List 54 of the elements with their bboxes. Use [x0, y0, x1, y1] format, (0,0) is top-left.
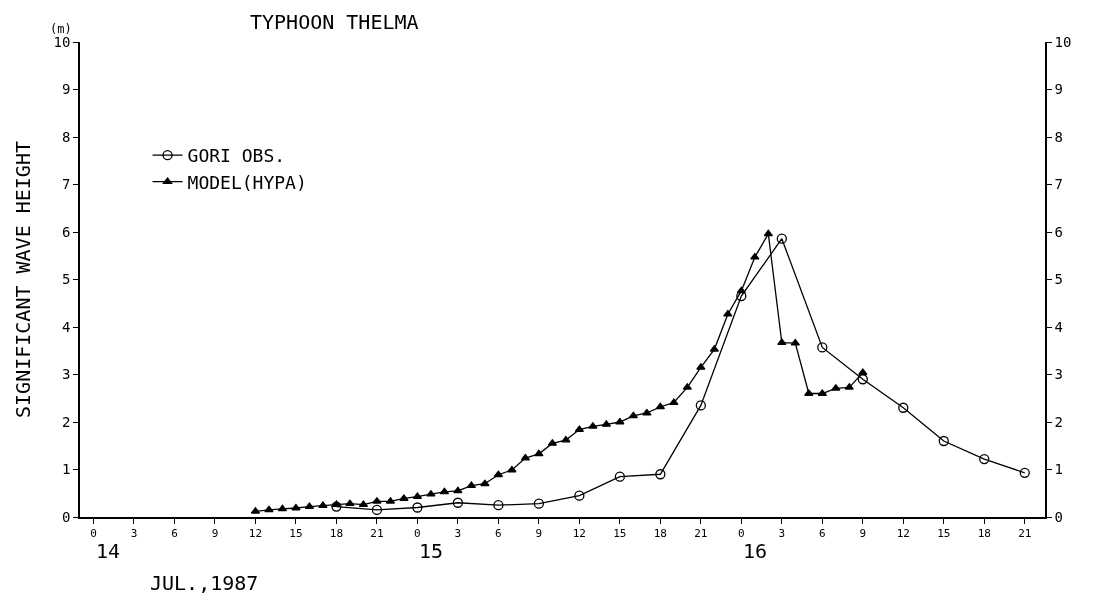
- x-tick-label: 3: [778, 526, 786, 540]
- y2-tick-label: 10: [1054, 33, 1072, 50]
- x-tick-label: 0: [414, 526, 421, 540]
- x-tick-label: 6: [171, 526, 178, 540]
- y-tick-label: 6: [62, 223, 71, 240]
- y2-tick-label: 5: [1054, 271, 1063, 288]
- y-tick-label: 2: [62, 413, 71, 430]
- y-tick-label: 3: [62, 366, 71, 383]
- y-tick-label: 0: [62, 508, 71, 525]
- y2-tick-label: 7: [1054, 176, 1063, 193]
- y-tick-label: 10: [53, 33, 71, 50]
- y2-tick-label: 0: [1054, 508, 1063, 525]
- y-axis-title: SIGNIFICANT WAVE HEIGHT: [10, 141, 35, 418]
- x-tick-label: 9: [211, 526, 219, 540]
- text: (m): [50, 22, 72, 36]
- y-tick-label: 8: [62, 128, 71, 145]
- y2-tick-label: 2: [1054, 413, 1063, 430]
- text: 14: [96, 539, 121, 563]
- x-tick-label: 6: [819, 526, 826, 540]
- y2-tick-label: 6: [1054, 223, 1063, 240]
- x-tick-label: 0: [90, 526, 97, 540]
- x-tick-label: 15: [613, 526, 627, 540]
- y2-tick-label: 3: [1054, 366, 1063, 383]
- x-tick-label: 3: [130, 526, 138, 540]
- x-tick-label: 12: [572, 526, 586, 540]
- legend-label: GORI OBS.: [187, 145, 286, 167]
- y2-tick-label: 4: [1054, 318, 1063, 335]
- y2-tick-label: 1: [1054, 461, 1063, 478]
- y2-tick-label: 8: [1054, 128, 1063, 145]
- y-tick-label: 1: [62, 461, 71, 478]
- chart-title: TYPHOON THELMA: [249, 10, 419, 35]
- legend-label: MODEL(HYPA): [187, 171, 307, 193]
- x-tick-label: 12: [896, 526, 910, 540]
- x-tick-label: 15: [289, 526, 303, 540]
- x-tick-label: 3: [454, 526, 462, 540]
- y-tick-label: 7: [62, 176, 71, 193]
- x-tick-label: 21: [694, 526, 708, 540]
- x-tick-label: 15: [937, 526, 951, 540]
- y-tick-label: 5: [62, 271, 71, 288]
- x-tick-label: 18: [329, 526, 344, 540]
- x-tick-label: 6: [495, 526, 502, 540]
- y2-tick-label: 9: [1054, 81, 1063, 98]
- x-tick-label: 18: [977, 526, 991, 540]
- text: 16: [743, 539, 768, 563]
- x-tick-label: 9: [535, 526, 543, 540]
- y-tick-label: 4: [62, 318, 71, 335]
- x-tick-label: 12: [248, 526, 263, 540]
- y-tick-label: 9: [62, 81, 71, 98]
- x-tick-label: 21: [1018, 526, 1032, 540]
- x-tick-label: 18: [653, 526, 667, 540]
- x-tick-label: 21: [370, 526, 384, 540]
- text: JUL.,1987: [150, 571, 259, 595]
- x-tick-label: 9: [859, 526, 867, 540]
- x-tick-label: 0: [738, 526, 745, 540]
